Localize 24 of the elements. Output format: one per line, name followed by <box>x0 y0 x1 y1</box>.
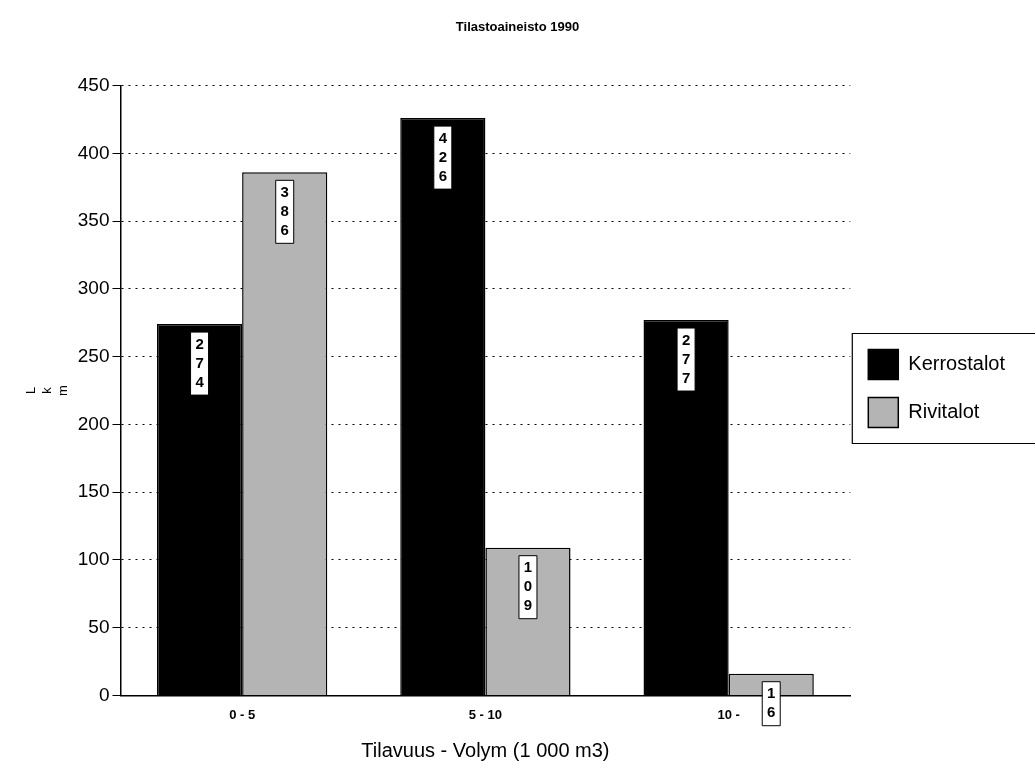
legend-label: Rivitalot <box>908 400 980 423</box>
y-tick-label: 400 <box>77 141 110 163</box>
y-tick-label: 200 <box>77 412 110 434</box>
data-label: 4 2 6 <box>438 128 448 184</box>
y-tick-label: 100 <box>77 548 110 570</box>
y-tick-label: 450 <box>77 73 110 95</box>
y-tick-label: 150 <box>77 480 110 502</box>
data-label: 2 7 7 <box>681 330 691 386</box>
x-tick-label: 0 - 5 <box>229 706 256 722</box>
data-label: 1 6 <box>767 684 776 721</box>
x-axis-title: Tilavuus - Volym (1 000 m3) <box>361 738 610 761</box>
y-tick-label: 0 <box>98 683 110 705</box>
y-tick-label: 350 <box>77 209 110 231</box>
y-tick-label: 50 <box>88 615 110 637</box>
y-tick-label: 300 <box>77 277 110 299</box>
y-tick-label: 250 <box>77 344 110 366</box>
x-tick-label: 5 - 10 <box>468 706 503 722</box>
data-label: 3 8 6 <box>280 182 289 238</box>
data-label: 1 0 9 <box>523 558 533 614</box>
x-tick-label: 10 - <box>717 706 740 722</box>
chart-title: Tilastoaineisto 1990 <box>455 19 580 35</box>
y-axis-title: Lkm <box>23 385 70 396</box>
data-label: 2 7 4 <box>195 334 205 390</box>
legend-label: Kerrostalot <box>908 352 1006 375</box>
